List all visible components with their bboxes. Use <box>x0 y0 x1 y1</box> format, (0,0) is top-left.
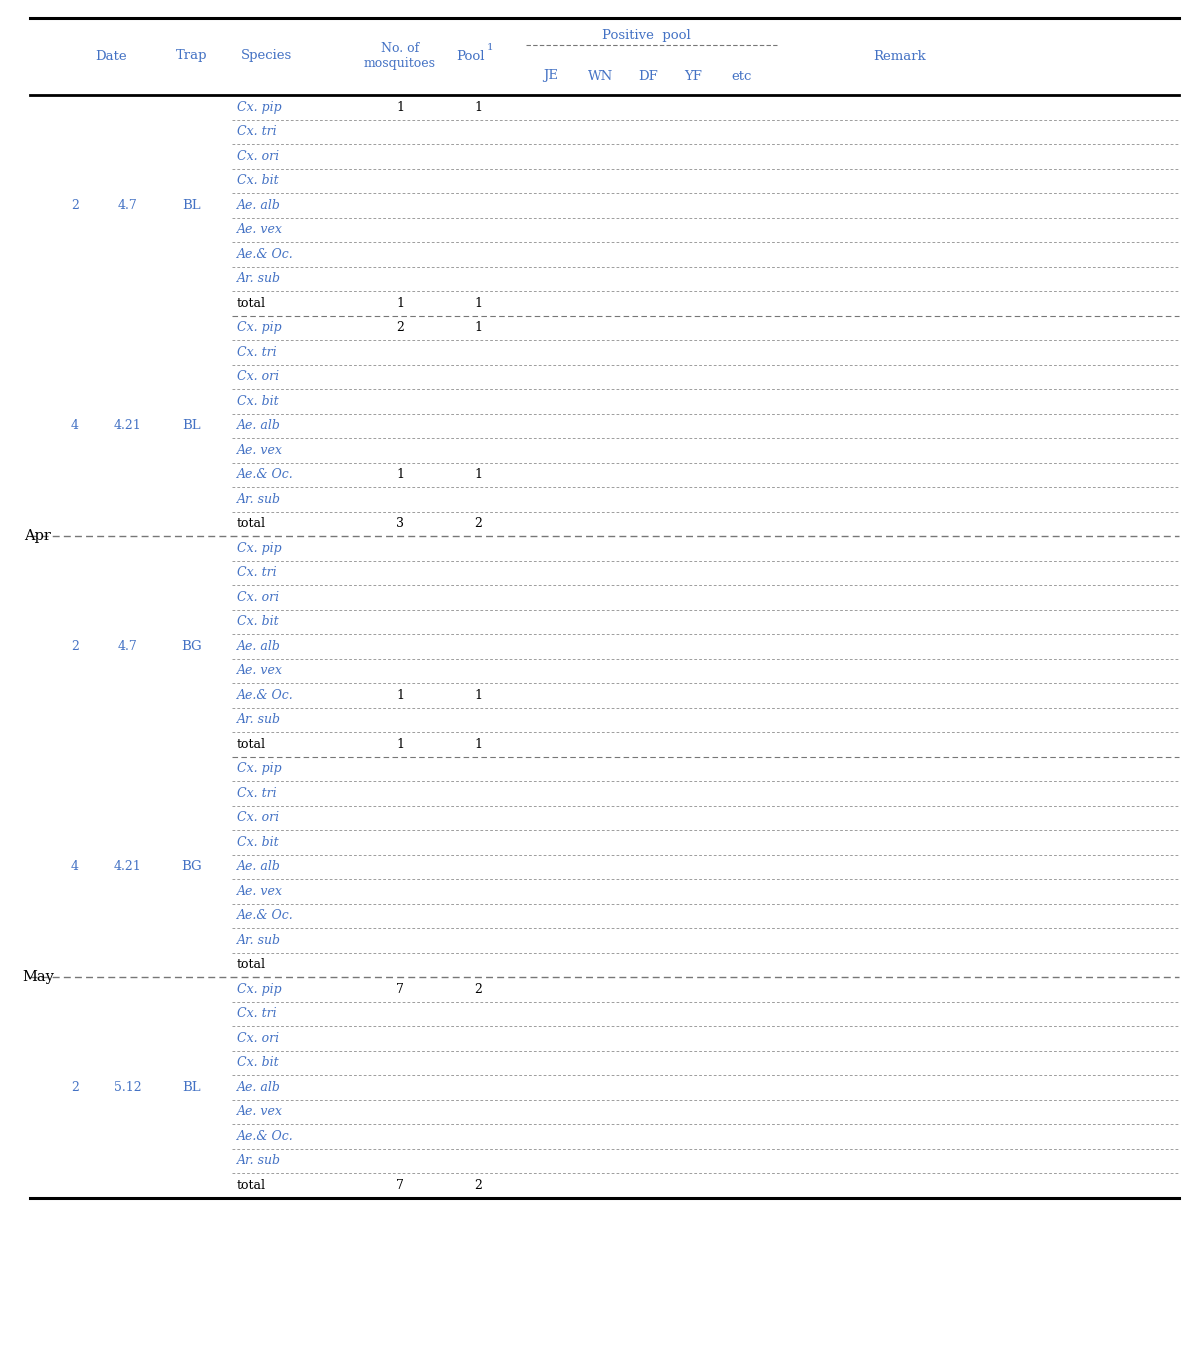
Text: Cx. bit: Cx. bit <box>237 174 278 187</box>
Text: 1: 1 <box>474 297 482 309</box>
Text: 1: 1 <box>396 468 404 482</box>
Text: Ae. alb: Ae. alb <box>237 860 281 874</box>
Text: 5.12: 5.12 <box>114 1080 141 1094</box>
Text: Ae.& Oc.: Ae.& Oc. <box>237 689 294 702</box>
Text: 4.7: 4.7 <box>119 198 138 212</box>
Text: 2: 2 <box>71 1080 79 1094</box>
Text: Ae. vex: Ae. vex <box>237 224 283 236</box>
Text: Cx. pip: Cx. pip <box>237 541 282 555</box>
Text: 4: 4 <box>71 419 79 433</box>
Text: Date: Date <box>96 49 127 62</box>
Text: Species: Species <box>241 49 293 62</box>
Text: Cx. bit: Cx. bit <box>237 395 278 407</box>
Text: Cx. tri: Cx. tri <box>237 787 277 799</box>
Text: Ae.& Oc.: Ae.& Oc. <box>237 248 294 261</box>
Text: total: total <box>237 1179 266 1191</box>
Text: Cx. ori: Cx. ori <box>237 590 279 604</box>
Text: 2: 2 <box>474 1179 482 1191</box>
Text: 7: 7 <box>396 982 404 996</box>
Text: Apr: Apr <box>24 529 52 543</box>
Text: total: total <box>237 517 266 531</box>
Text: 7: 7 <box>396 1179 404 1191</box>
Text: Cx. tri: Cx. tri <box>237 566 277 579</box>
Text: BL: BL <box>182 1080 201 1094</box>
Text: Ar. sub: Ar. sub <box>237 714 281 726</box>
Text: Ae. vex: Ae. vex <box>237 444 283 457</box>
Text: 4.7: 4.7 <box>119 639 138 653</box>
Text: Ar. sub: Ar. sub <box>237 273 281 285</box>
Text: 2: 2 <box>71 198 79 212</box>
Text: JE: JE <box>543 69 559 83</box>
Text: total: total <box>237 958 266 972</box>
Text: 2: 2 <box>396 322 404 334</box>
Text: Cx. tri: Cx. tri <box>237 346 277 358</box>
Text: 1: 1 <box>487 43 493 53</box>
Text: Ae. vex: Ae. vex <box>237 1105 283 1118</box>
Text: Ae. alb: Ae. alb <box>237 639 281 653</box>
Text: WN: WN <box>589 69 614 83</box>
Text: Cx. bit: Cx. bit <box>237 615 278 628</box>
Text: Cx. tri: Cx. tri <box>237 125 277 138</box>
Text: Ae. alb: Ae. alb <box>237 198 281 212</box>
Text: 1: 1 <box>396 689 404 702</box>
Text: Ar. sub: Ar. sub <box>237 1155 281 1167</box>
Text: Ae. vex: Ae. vex <box>237 885 283 898</box>
Text: 1: 1 <box>474 322 482 334</box>
Text: Cx. ori: Cx. ori <box>237 811 279 824</box>
Text: Cx. pip: Cx. pip <box>237 322 282 334</box>
Text: Ae.& Oc.: Ae.& Oc. <box>237 1130 294 1143</box>
Text: Cx. bit: Cx. bit <box>237 1056 278 1069</box>
Text: 1: 1 <box>474 468 482 482</box>
Text: Remark: Remark <box>874 49 927 62</box>
Text: Cx. pip: Cx. pip <box>237 982 282 996</box>
Text: Ae. vex: Ae. vex <box>237 664 283 677</box>
Text: 1: 1 <box>396 100 404 114</box>
Text: Trap: Trap <box>176 49 207 62</box>
Text: Cx. pip: Cx. pip <box>237 763 282 775</box>
Text: 1: 1 <box>474 100 482 114</box>
Text: BL: BL <box>182 419 201 433</box>
Text: Positive  pool: Positive pool <box>602 28 691 42</box>
Text: Ae.& Oc.: Ae.& Oc. <box>237 909 294 923</box>
Text: total: total <box>237 297 266 309</box>
Text: YF: YF <box>685 69 701 83</box>
Text: total: total <box>237 738 266 750</box>
Text: 1: 1 <box>396 738 404 750</box>
Text: Cx. ori: Cx. ori <box>237 1031 279 1045</box>
Text: 2: 2 <box>474 982 482 996</box>
Text: Cx. bit: Cx. bit <box>237 836 278 848</box>
Text: BL: BL <box>182 198 201 212</box>
Text: 4.21: 4.21 <box>114 419 141 433</box>
Text: Ar. sub: Ar. sub <box>237 493 281 506</box>
Text: Cx. ori: Cx. ori <box>237 149 279 163</box>
Text: Ae.& Oc.: Ae.& Oc. <box>237 468 294 482</box>
Text: etc: etc <box>731 69 752 83</box>
Text: Cx. tri: Cx. tri <box>237 1007 277 1020</box>
Text: BG: BG <box>182 860 203 874</box>
Text: May: May <box>22 970 54 984</box>
Text: Ae. alb: Ae. alb <box>237 1080 281 1094</box>
Text: 4: 4 <box>71 860 79 874</box>
Text: DF: DF <box>638 69 658 83</box>
Text: 1: 1 <box>474 738 482 750</box>
Text: mosquitoes: mosquitoes <box>364 57 436 69</box>
Text: Pool: Pool <box>456 49 484 62</box>
Text: Cx. pip: Cx. pip <box>237 100 282 114</box>
Text: 3: 3 <box>396 517 404 531</box>
Text: Ar. sub: Ar. sub <box>237 934 281 947</box>
Text: BG: BG <box>182 639 203 653</box>
Text: 4.21: 4.21 <box>114 860 141 874</box>
Text: Ae. alb: Ae. alb <box>237 419 281 433</box>
Text: 2: 2 <box>71 639 79 653</box>
Text: 2: 2 <box>474 517 482 531</box>
Text: 1: 1 <box>396 297 404 309</box>
Text: 1: 1 <box>474 689 482 702</box>
Text: Cx. ori: Cx. ori <box>237 370 279 383</box>
Text: No. of: No. of <box>381 42 420 56</box>
